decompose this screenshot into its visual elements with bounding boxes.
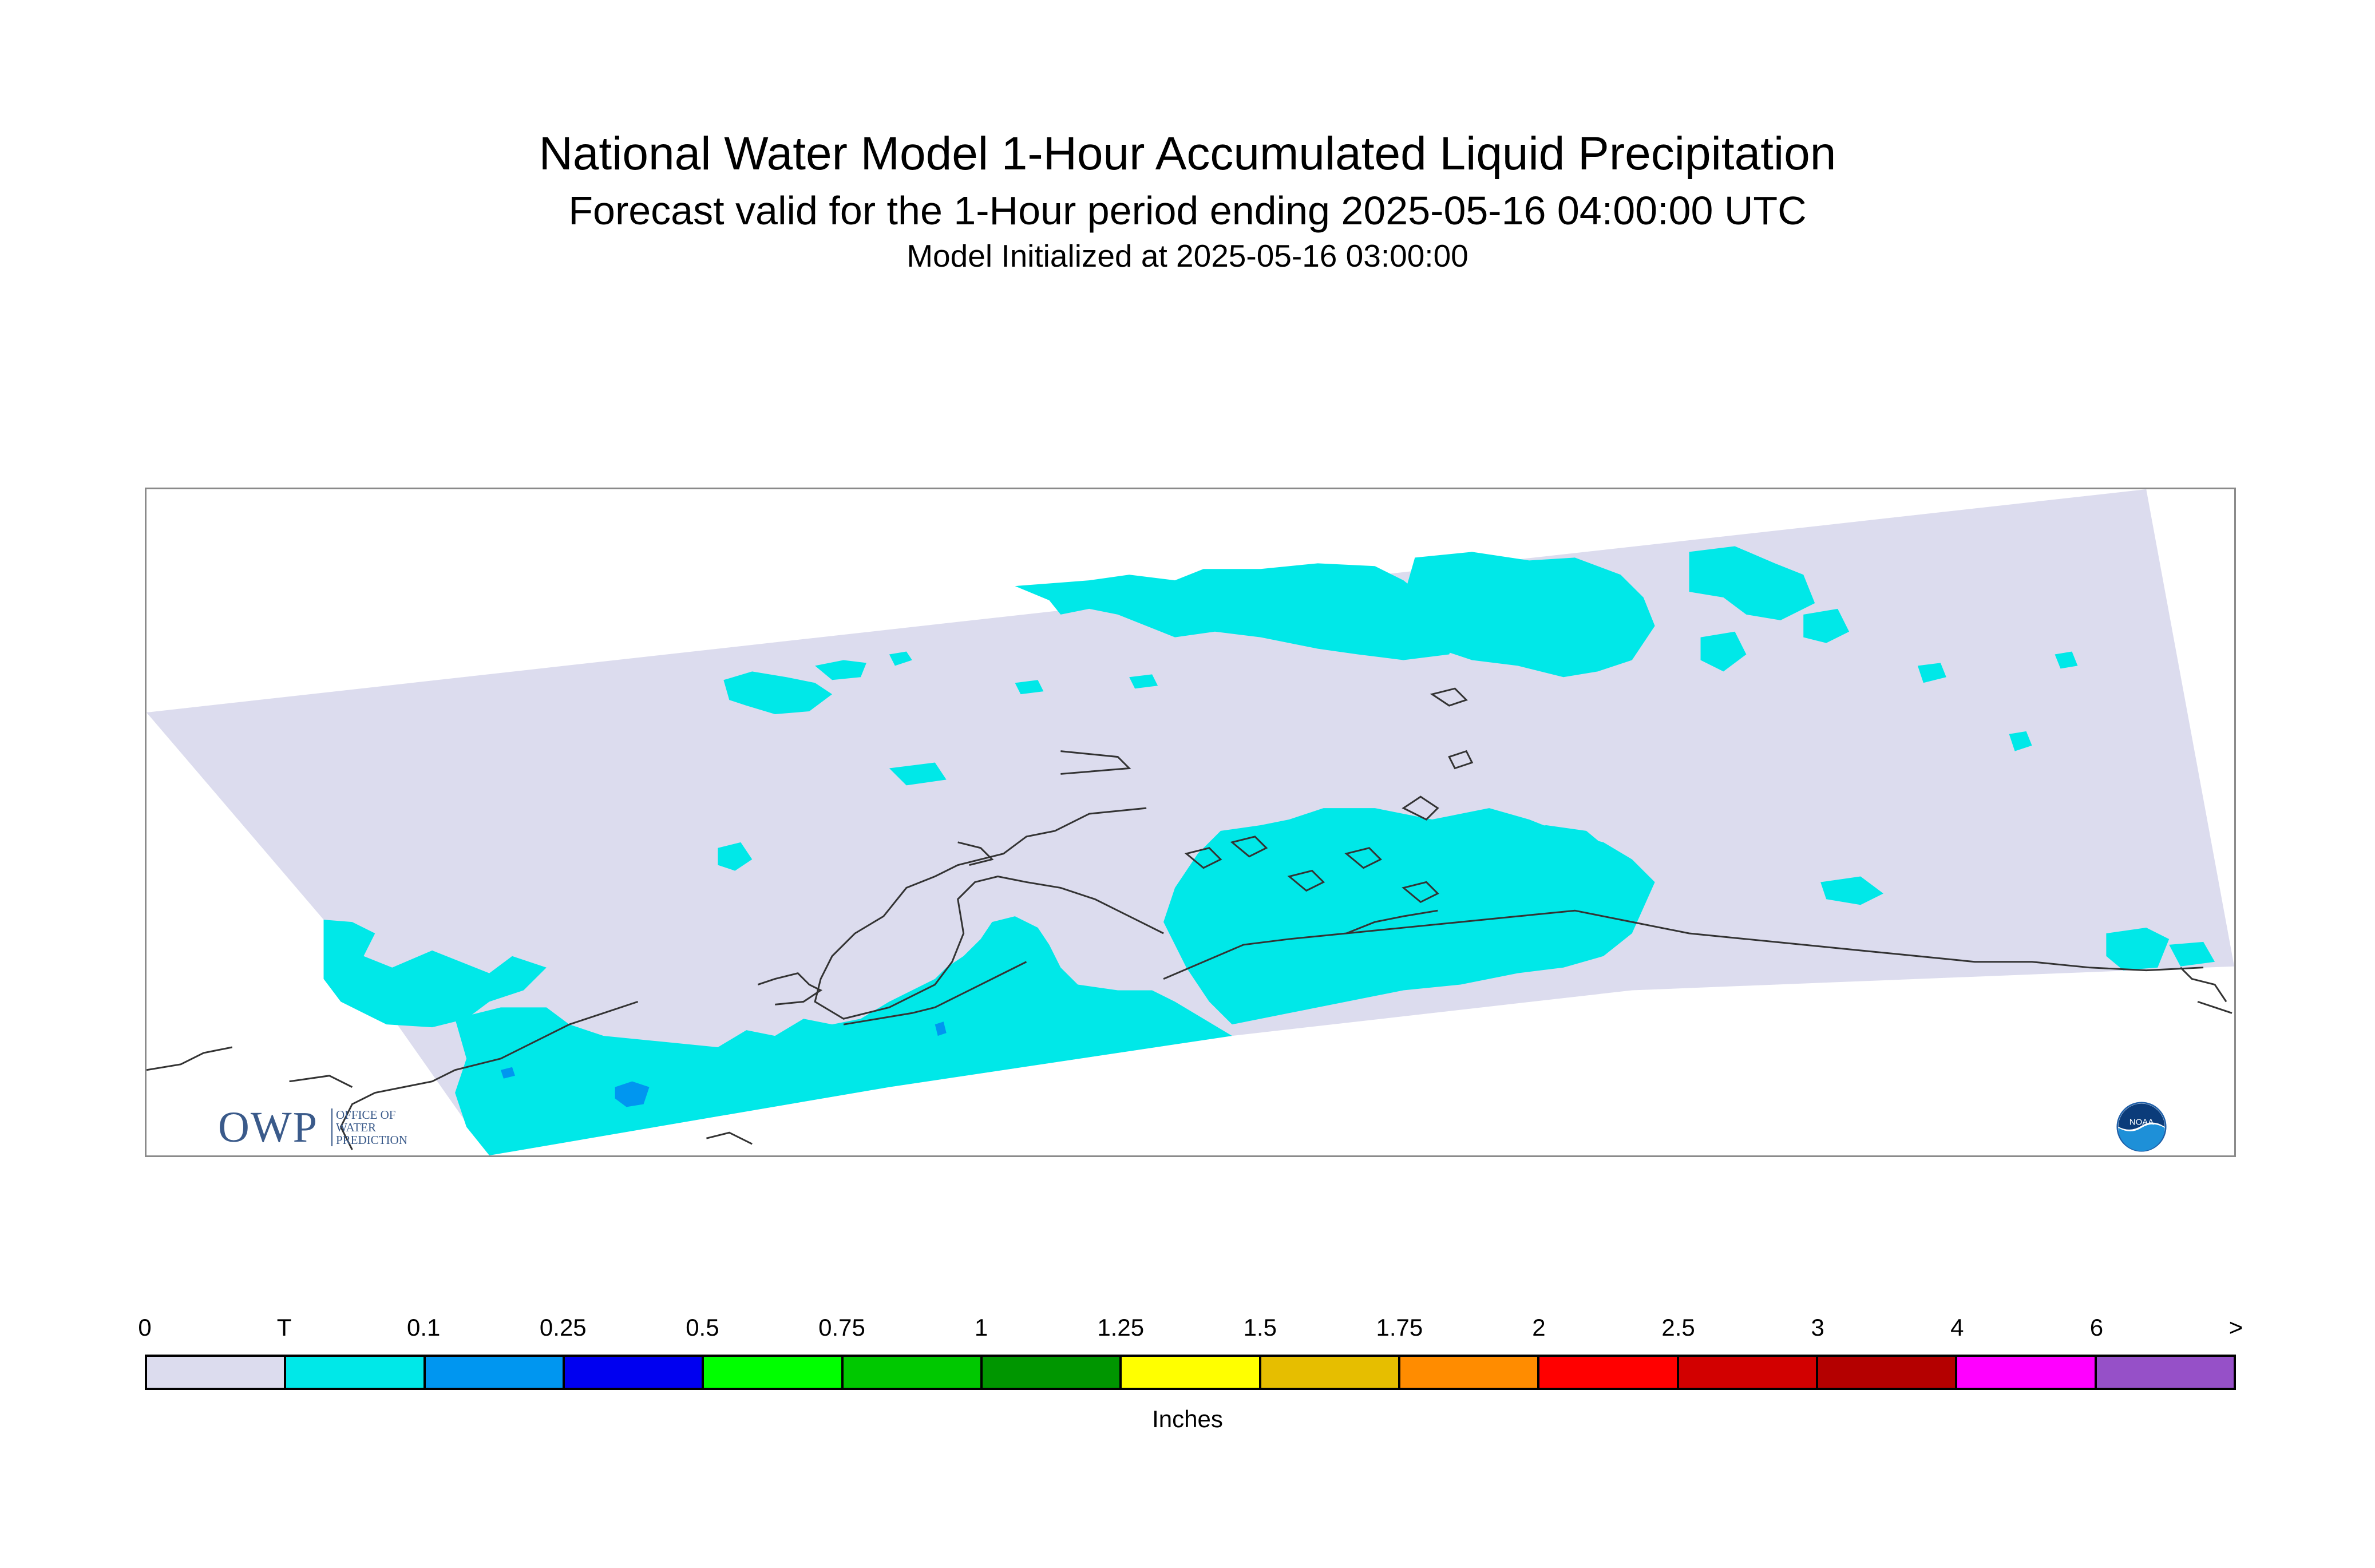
precip-trace-south <box>323 808 1655 1155</box>
colorbar-cell <box>1957 1357 2097 1388</box>
colorbar-cell <box>147 1357 287 1388</box>
colorbar-label: 2.5 <box>1661 1314 1695 1341</box>
colorbar-units: Inches <box>1152 1405 1223 1432</box>
owp-logo-line-3: PREDICTION <box>336 1133 407 1147</box>
colorbar-cell <box>1679 1357 1818 1388</box>
coastlines <box>147 687 2232 1150</box>
colorbar <box>145 1355 2236 1390</box>
colorbar-cell <box>1818 1357 1958 1388</box>
colorbar-label: 1.25 <box>1097 1314 1145 1341</box>
colorbar-cell <box>1261 1357 1400 1388</box>
owp-logo-letters: OWP <box>218 1103 318 1151</box>
colorbar-cell <box>843 1357 983 1388</box>
colorbar-label: 1 <box>974 1314 988 1341</box>
precipitation-map[interactable]: OWP OFFICE OF WATER PREDICTION NOAA <box>145 488 2236 1157</box>
noaa-logo-text: NOAA <box>2129 1117 2154 1127</box>
colorbar-cell <box>982 1357 1122 1388</box>
colorbar-cell <box>1122 1357 1261 1388</box>
colorbar-cell <box>1400 1357 1540 1388</box>
precip-light-areas <box>500 1021 947 1107</box>
colorbar-label: 0.25 <box>539 1314 587 1341</box>
colorbar-label: 2 <box>1532 1314 1546 1341</box>
colorbar-cell <box>704 1357 844 1388</box>
page-title: National Water Model 1-Hour Accumulated … <box>539 128 1836 180</box>
owp-logo-line-2: WATER <box>336 1120 376 1134</box>
forecast-valid-subtitle: Forecast valid for the 1-Hour period end… <box>568 188 1807 233</box>
colorbar-label: 0.5 <box>686 1314 719 1341</box>
colorbar-label: 1.5 <box>1243 1314 1277 1341</box>
colorbar-label: 3 <box>1811 1314 1824 1341</box>
colorbar-label: 6 <box>2089 1314 2104 1341</box>
owp-logo-line-1: OFFICE OF <box>336 1108 396 1122</box>
map-canvas <box>147 489 2234 1155</box>
colorbar-cell <box>2096 1357 2234 1388</box>
colorbar-cell <box>425 1357 565 1388</box>
colorbar-label: 4 <box>1950 1314 1964 1341</box>
colorbar-cell <box>286 1357 426 1388</box>
owp-logo-subtitle: OFFICE OF WATER PREDICTION <box>331 1108 407 1146</box>
colorbar-label: 0 <box>138 1314 152 1341</box>
model-init-text: Model Initialized at 2025-05-16 03:00:00 <box>907 238 1468 274</box>
colorbar-label: 1.75 <box>1376 1314 1423 1341</box>
colorbar-label: T <box>276 1314 292 1341</box>
colorbar-cell <box>1539 1357 1679 1388</box>
colorbar-label: 0.1 <box>406 1314 441 1341</box>
colorbar-cell <box>564 1357 704 1388</box>
colorbar-label: 0.75 <box>818 1314 865 1341</box>
owp-logo: OWP OFFICE OF WATER PREDICTION <box>218 1103 424 1154</box>
precip-trace-areas <box>718 546 2215 971</box>
noaa-logo: NOAA <box>2116 1102 2167 1152</box>
colorbar-label: > <box>2228 1314 2243 1341</box>
colorbar-labels: 0 T 0.1 0.25 0.5 0.75 1 1.25 1.5 1.75 2 … <box>138 1314 2243 1348</box>
